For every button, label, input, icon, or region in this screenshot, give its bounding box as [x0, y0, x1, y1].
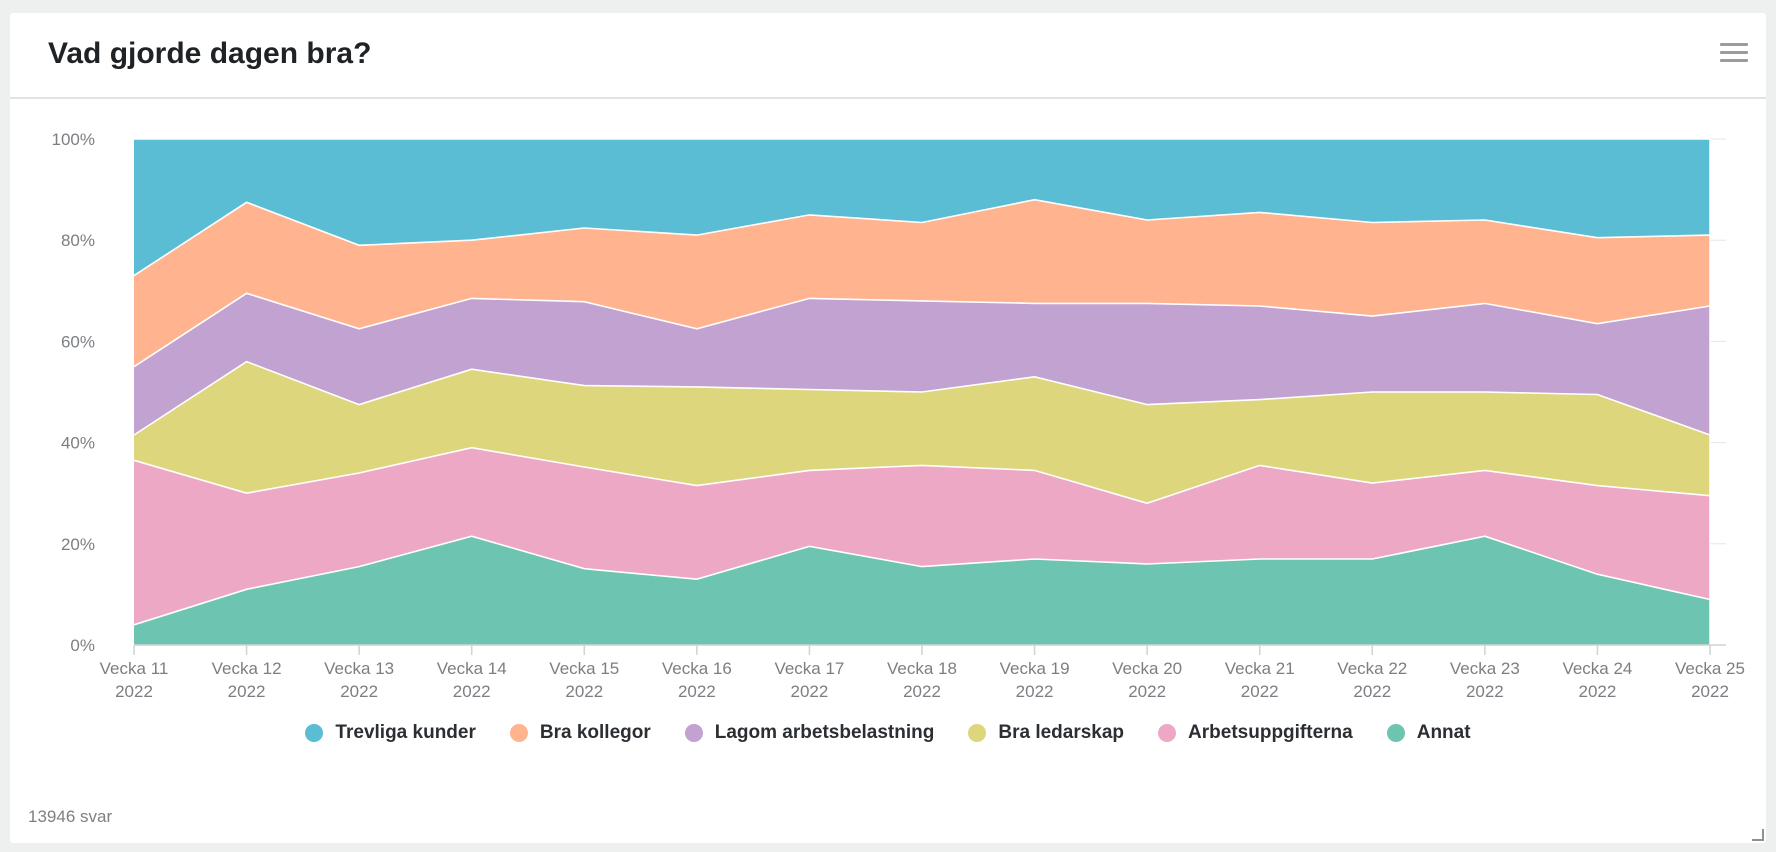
x-tick-label: Vecka 19 2022: [1000, 659, 1070, 701]
response-count: 13946 svar: [28, 807, 113, 826]
menu-icon[interactable]: [1718, 41, 1750, 65]
x-tick-label: Vecka 11 2022: [100, 659, 169, 701]
legend-swatch-icon: [968, 724, 987, 742]
y-tick-label: 20%: [61, 535, 95, 554]
legend-item-lagom-arbetsbelastning[interactable]: Lagom arbetsbelastning: [684, 722, 935, 744]
resize-handle[interactable]: [1752, 829, 1764, 841]
x-tick-label: Vecka 20 2022: [1112, 659, 1182, 701]
x-tick-label: Vecka 18 2022: [887, 659, 957, 701]
area-bra-kollegor[interactable]: [134, 199, 1710, 367]
x-tick-label: Vecka 17 2022: [774, 659, 844, 701]
legend-label: Arbetsuppgifterna: [1188, 722, 1353, 743]
series-line-arbetsuppgifterna: [133, 446, 1711, 505]
legend-swatch-icon: [1386, 724, 1405, 742]
legend-swatch-icon: [509, 724, 528, 742]
y-tick-label: 40%: [61, 434, 95, 453]
x-tick-label: Vecka 23 2022: [1450, 659, 1520, 701]
chart-title: Vad gjorde dagen bra?: [48, 37, 372, 70]
legend-label: Bra ledarskap: [998, 722, 1125, 743]
x-tick-label: Vecka 13 2022: [324, 659, 394, 701]
legend-item-trevliga-kunder[interactable]: Trevliga kunder: [305, 722, 476, 744]
x-tick-label: Vecka 25 2022: [1675, 659, 1745, 701]
legend-swatch-icon: [684, 724, 703, 742]
y-tick-label: 60%: [61, 332, 95, 351]
series-line-bra-kollegor: [133, 198, 1711, 277]
x-tick-label: Vecka 16 2022: [662, 659, 732, 701]
legend-label: Bra kollegor: [539, 722, 651, 743]
x-tick-label: Vecka 14 2022: [437, 659, 507, 701]
legend-item-bra-ledarskap[interactable]: Bra ledarskap: [968, 722, 1124, 744]
area-trevliga-kunder[interactable]: [134, 139, 1710, 276]
y-tick-label: 80%: [61, 231, 95, 250]
legend-item-arbetsuppgifterna[interactable]: Arbetsuppgifterna: [1158, 722, 1353, 744]
legend-swatch-icon: [305, 724, 324, 742]
series-line-lagom-arbetsbelastning: [133, 292, 1711, 368]
area-arbetsuppgifterna[interactable]: [134, 447, 1710, 625]
legend-swatch-icon: [1158, 724, 1177, 742]
chart-legend: Trevliga kunder Bra kollegor Lagom arbetsb…: [0, 716, 1776, 750]
area-bra-ledarskap[interactable]: [134, 361, 1710, 504]
legend-item-annat[interactable]: Annat: [1386, 722, 1471, 744]
card-header: Vad gjorde dagen bra?: [10, 13, 1766, 99]
x-tick-label: Vecka 24 2022: [1562, 659, 1632, 701]
x-tick-label: Vecka 12 2022: [212, 659, 282, 701]
x-tick-label: Vecka 22 2022: [1337, 659, 1407, 701]
area-annat[interactable]: [134, 536, 1710, 645]
x-tick-label: Vecka 15 2022: [549, 659, 619, 701]
series-line-annat: [133, 535, 1711, 626]
legend-label: Annat: [1416, 722, 1471, 743]
legend-label: Lagom arbetsbelastning: [714, 722, 935, 743]
area-lagom-arbetsbelastning[interactable]: [134, 293, 1710, 435]
legend-label: Trevliga kunder: [335, 722, 476, 743]
y-tick-label: 100%: [52, 130, 95, 149]
x-tick-label: Vecka 21 2022: [1225, 659, 1295, 701]
series-line-bra-ledarskap: [133, 360, 1711, 436]
legend-item-bra-kollegor[interactable]: Bra kollegor: [509, 722, 651, 744]
y-tick-label: 0%: [70, 636, 95, 655]
